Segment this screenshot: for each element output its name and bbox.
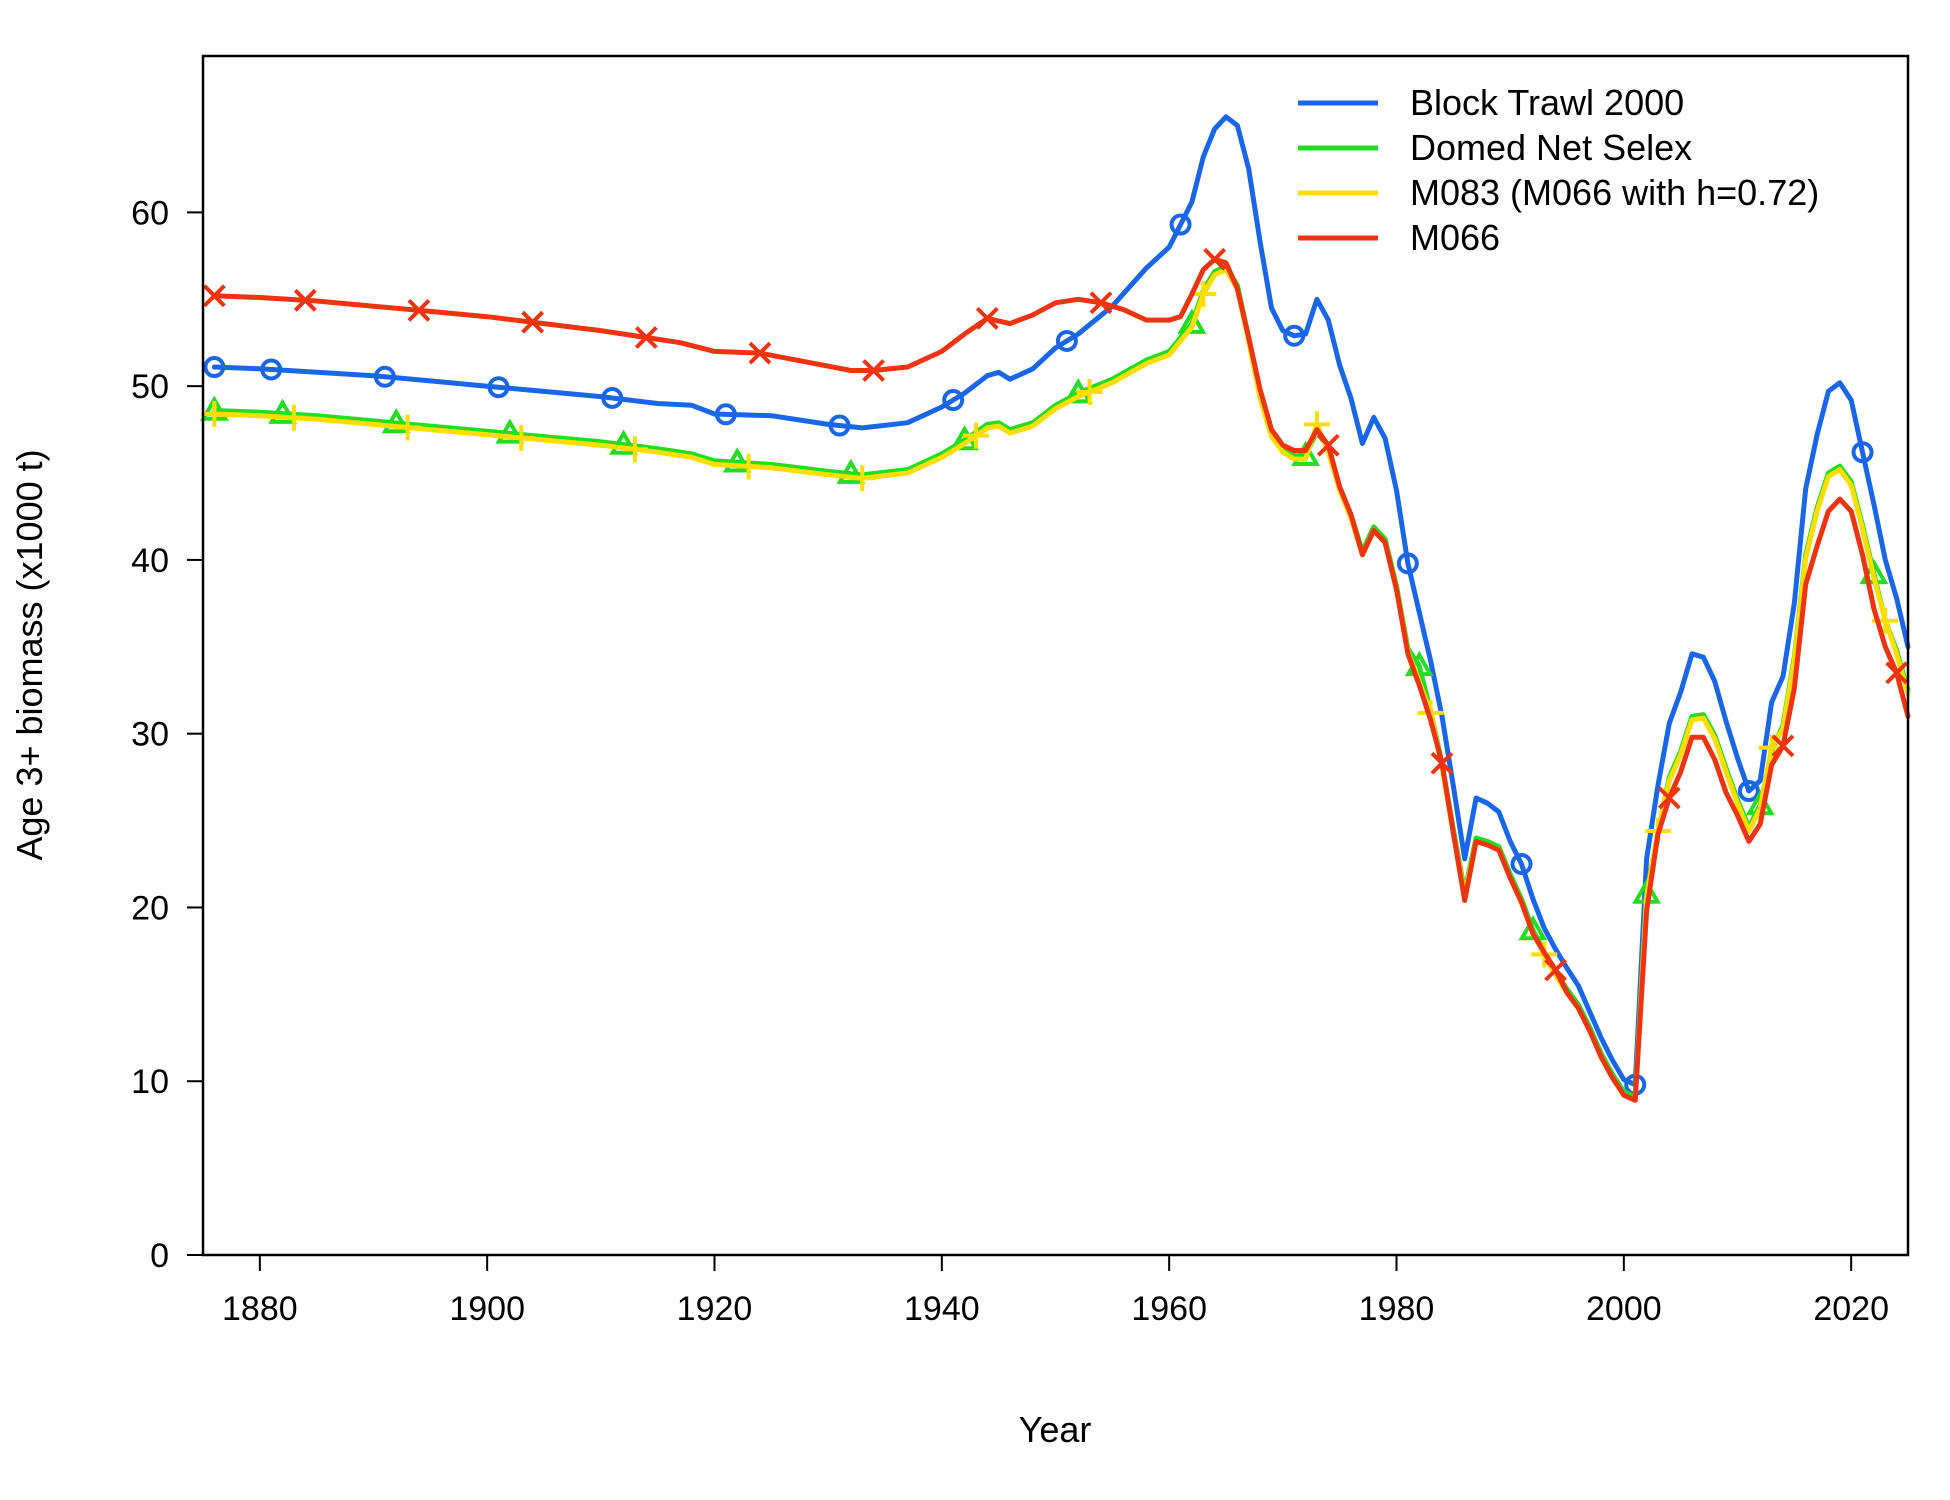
cross-marker bbox=[862, 359, 886, 382]
legend-label: Block Trawl 2000 bbox=[1410, 82, 1684, 123]
cross-marker bbox=[1657, 786, 1681, 810]
cross-marker bbox=[202, 284, 226, 308]
series-0 bbox=[203, 114, 1911, 1096]
triangle-marker bbox=[609, 429, 639, 455]
circle-marker bbox=[260, 358, 283, 381]
y-tick-label: 0 bbox=[150, 1237, 169, 1275]
legend-label: M083 (M066 with h=0.72) bbox=[1410, 172, 1819, 213]
circle-marker bbox=[373, 365, 396, 388]
plus-marker bbox=[621, 436, 648, 463]
y-tick-label: 40 bbox=[131, 542, 169, 580]
circle-marker bbox=[828, 414, 851, 437]
circle-marker bbox=[601, 386, 624, 409]
y-axis-title: Age 3+ biomass (x1000 t) bbox=[9, 449, 50, 860]
x-tick-label: 1940 bbox=[904, 1290, 980, 1328]
plus-marker bbox=[201, 400, 228, 427]
plus-marker bbox=[394, 414, 421, 441]
plus-marker bbox=[735, 453, 762, 480]
series-line bbox=[211, 114, 1911, 1088]
triangle-marker bbox=[836, 458, 866, 484]
cross-marker bbox=[1885, 661, 1909, 685]
circle-marker bbox=[714, 403, 737, 426]
x-tick-label: 1880 bbox=[222, 1290, 298, 1328]
y-tick-label: 20 bbox=[131, 889, 169, 927]
x-axis: 1880 1900 1920 1940 1960 1980 2000 2020 bbox=[222, 1254, 1889, 1328]
x-tick-label: 2000 bbox=[1586, 1290, 1662, 1328]
cross-marker bbox=[407, 298, 431, 322]
cross-marker bbox=[1203, 247, 1227, 271]
cross-marker bbox=[521, 310, 545, 334]
circle-marker bbox=[1510, 853, 1533, 876]
y-tick-label: 30 bbox=[131, 716, 169, 754]
y-tick-label: 10 bbox=[131, 1063, 169, 1101]
triangle-marker bbox=[268, 398, 298, 424]
triangle-marker bbox=[1177, 308, 1207, 334]
circle-marker bbox=[203, 356, 226, 379]
plus-marker bbox=[508, 424, 535, 451]
cross-marker bbox=[634, 326, 658, 349]
cross-marker bbox=[1089, 291, 1113, 315]
triangle-marker bbox=[722, 447, 752, 473]
cross-marker bbox=[1771, 734, 1795, 758]
plus-marker bbox=[962, 422, 989, 449]
series-line bbox=[211, 256, 1911, 1103]
x-axis-title: Year bbox=[1019, 1409, 1092, 1450]
circle-marker bbox=[1055, 329, 1078, 352]
x-tick-label: 2020 bbox=[1813, 1290, 1889, 1328]
cross-marker bbox=[748, 341, 772, 365]
cross-marker bbox=[975, 306, 999, 330]
cross-marker bbox=[1430, 751, 1454, 775]
x-tick-label: 1920 bbox=[677, 1290, 753, 1328]
triangle-marker bbox=[495, 418, 525, 444]
legend-label: Domed Net Selex bbox=[1410, 127, 1692, 168]
x-tick-label: 1960 bbox=[1131, 1290, 1207, 1328]
triangle-marker bbox=[381, 407, 411, 434]
plus-marker bbox=[1076, 378, 1103, 405]
plus-marker bbox=[849, 465, 876, 492]
circle-marker bbox=[1283, 324, 1306, 347]
series-3 bbox=[202, 247, 1911, 1103]
cross-marker bbox=[1316, 433, 1340, 457]
y-tick-label: 60 bbox=[131, 194, 169, 232]
x-tick-label: 1980 bbox=[1359, 1290, 1435, 1328]
plus-marker bbox=[280, 404, 307, 431]
y-axis: 0 10 20 30 40 50 60 bbox=[131, 194, 204, 1275]
circle-marker bbox=[942, 389, 965, 412]
circle-marker bbox=[1396, 552, 1419, 575]
series-layer bbox=[199, 114, 1911, 1103]
cross-marker bbox=[293, 288, 317, 312]
triangle-marker bbox=[1291, 440, 1321, 466]
circle-marker bbox=[1737, 780, 1760, 803]
legend-label: M066 bbox=[1410, 217, 1500, 258]
y-tick-label: 50 bbox=[131, 368, 169, 406]
circle-marker bbox=[1851, 441, 1874, 464]
circle-marker bbox=[487, 376, 510, 399]
circle-marker bbox=[1169, 213, 1192, 236]
cross-marker bbox=[1544, 958, 1568, 982]
x-tick-label: 1900 bbox=[449, 1290, 525, 1328]
